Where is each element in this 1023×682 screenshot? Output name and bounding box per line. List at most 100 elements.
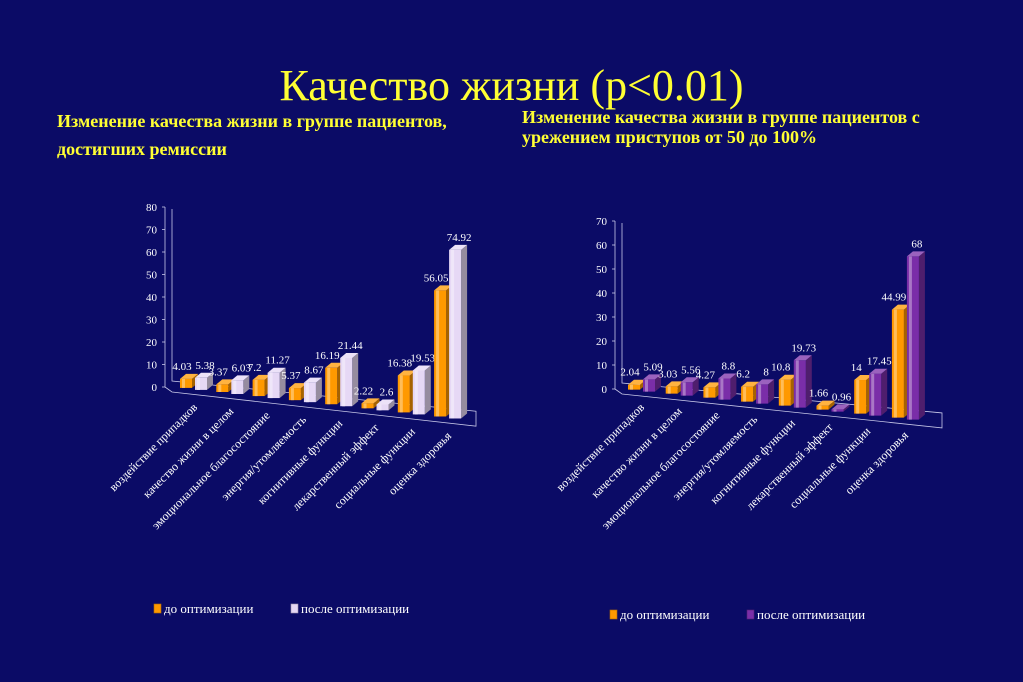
- bar-front: [376, 404, 389, 411]
- bar-after-5: [831, 404, 850, 412]
- bar-highlight: [378, 404, 382, 411]
- bar-front: [252, 379, 265, 397]
- bar-front: [831, 409, 844, 412]
- bar-top: [303, 377, 322, 383]
- bar-highlight: [182, 378, 185, 388]
- bar-front: [628, 384, 640, 390]
- bar-side: [352, 352, 359, 407]
- bar-side: [843, 404, 850, 412]
- bar-side: [918, 251, 925, 420]
- bar-highlight: [780, 379, 784, 406]
- y-tick-label: 70: [596, 216, 608, 228]
- data-label: 11.27: [265, 355, 290, 367]
- bar-front: [793, 360, 806, 408]
- legend-label: после оптимизации: [757, 607, 865, 622]
- bar-front: [361, 403, 374, 409]
- data-label: 10.8: [771, 362, 791, 374]
- bar-highlight: [833, 409, 837, 412]
- bar-top: [449, 244, 468, 250]
- bar-after-0: [643, 374, 661, 392]
- legend-label: до оптимизации: [164, 601, 253, 616]
- bar-side: [655, 374, 661, 392]
- bar-highlight: [758, 384, 762, 404]
- bar-top: [195, 372, 213, 378]
- data-label: 8.8: [722, 361, 736, 373]
- bar-front: [180, 378, 192, 388]
- bar-highlight: [818, 405, 822, 410]
- bar-top: [216, 379, 235, 385]
- bar-front: [643, 379, 655, 392]
- bar-highlight: [645, 379, 648, 392]
- bar-before-3: [741, 381, 760, 402]
- bar-after-3: [756, 379, 775, 404]
- bar-side: [207, 372, 213, 390]
- bar-highlight: [399, 375, 403, 413]
- legend-swatch: [746, 609, 755, 620]
- legend-swatch: [609, 609, 618, 620]
- bar-front: [718, 378, 731, 400]
- bar-highlight: [269, 372, 273, 399]
- bar-top: [741, 381, 760, 387]
- legend-swatch: [290, 603, 299, 614]
- bar-top: [288, 383, 307, 389]
- bar-front: [665, 386, 678, 394]
- bar-front: [288, 388, 301, 401]
- y-tick-label: 20: [596, 336, 608, 348]
- bar-top: [361, 398, 380, 404]
- bar-highlight: [342, 357, 346, 407]
- y-tick-label: 20: [146, 337, 158, 349]
- y-tick-label: 10: [146, 360, 158, 372]
- bar-highlight: [436, 290, 440, 417]
- bar-highlight: [363, 403, 367, 409]
- bar-top: [906, 251, 925, 257]
- bar-after-6: [869, 368, 888, 416]
- data-label: 44.99: [882, 292, 907, 304]
- bar-top: [231, 375, 250, 381]
- bar-after-3: [303, 377, 322, 403]
- data-label: 4.27: [696, 369, 716, 381]
- data-label: 16.19: [315, 350, 340, 362]
- bar-top: [869, 368, 888, 374]
- y-tick-label: 0: [602, 384, 608, 396]
- bar-highlight: [893, 309, 897, 418]
- data-label: 68: [911, 238, 923, 250]
- bar-highlight: [218, 384, 222, 392]
- slide-title: Качество жизни (p<0.01): [279, 61, 744, 110]
- bar-highlight: [682, 382, 686, 396]
- data-label: 6.2: [736, 369, 750, 381]
- data-label: 17.45: [867, 356, 892, 368]
- bar-side: [279, 367, 286, 399]
- bar-after-1: [231, 375, 250, 394]
- y-tick-label: 50: [596, 264, 608, 276]
- y-tick-label: 0: [152, 382, 158, 394]
- bar-front: [397, 375, 410, 413]
- bar-top: [831, 404, 850, 410]
- data-label: 19.73: [791, 342, 816, 354]
- bar-before-5: [816, 400, 835, 410]
- y-tick-label: 10: [596, 360, 608, 372]
- bar-top: [854, 375, 873, 381]
- bar-after-6: [412, 365, 431, 415]
- bar-side: [373, 398, 380, 409]
- bar-highlight: [856, 380, 860, 414]
- data-label: 8.67: [304, 365, 324, 377]
- bar-front: [778, 379, 791, 406]
- bar-side: [315, 377, 322, 403]
- bar-top: [643, 374, 661, 380]
- bar-highlight: [254, 379, 258, 397]
- data-label: 4.03: [172, 361, 192, 373]
- bar-front: [267, 372, 280, 399]
- bar-after-5: [376, 399, 395, 411]
- bar-highlight: [327, 367, 331, 405]
- bar-top: [756, 379, 775, 385]
- data-label: 21.44: [338, 340, 363, 352]
- bar-highlight: [667, 386, 671, 394]
- data-label: 0.96: [832, 391, 852, 403]
- data-label: 8: [763, 366, 769, 378]
- bar-top: [680, 377, 699, 383]
- bar-top: [376, 399, 395, 405]
- data-label: 2.6: [380, 386, 394, 398]
- data-label: 7.2: [248, 362, 262, 374]
- data-label: 14: [851, 362, 863, 374]
